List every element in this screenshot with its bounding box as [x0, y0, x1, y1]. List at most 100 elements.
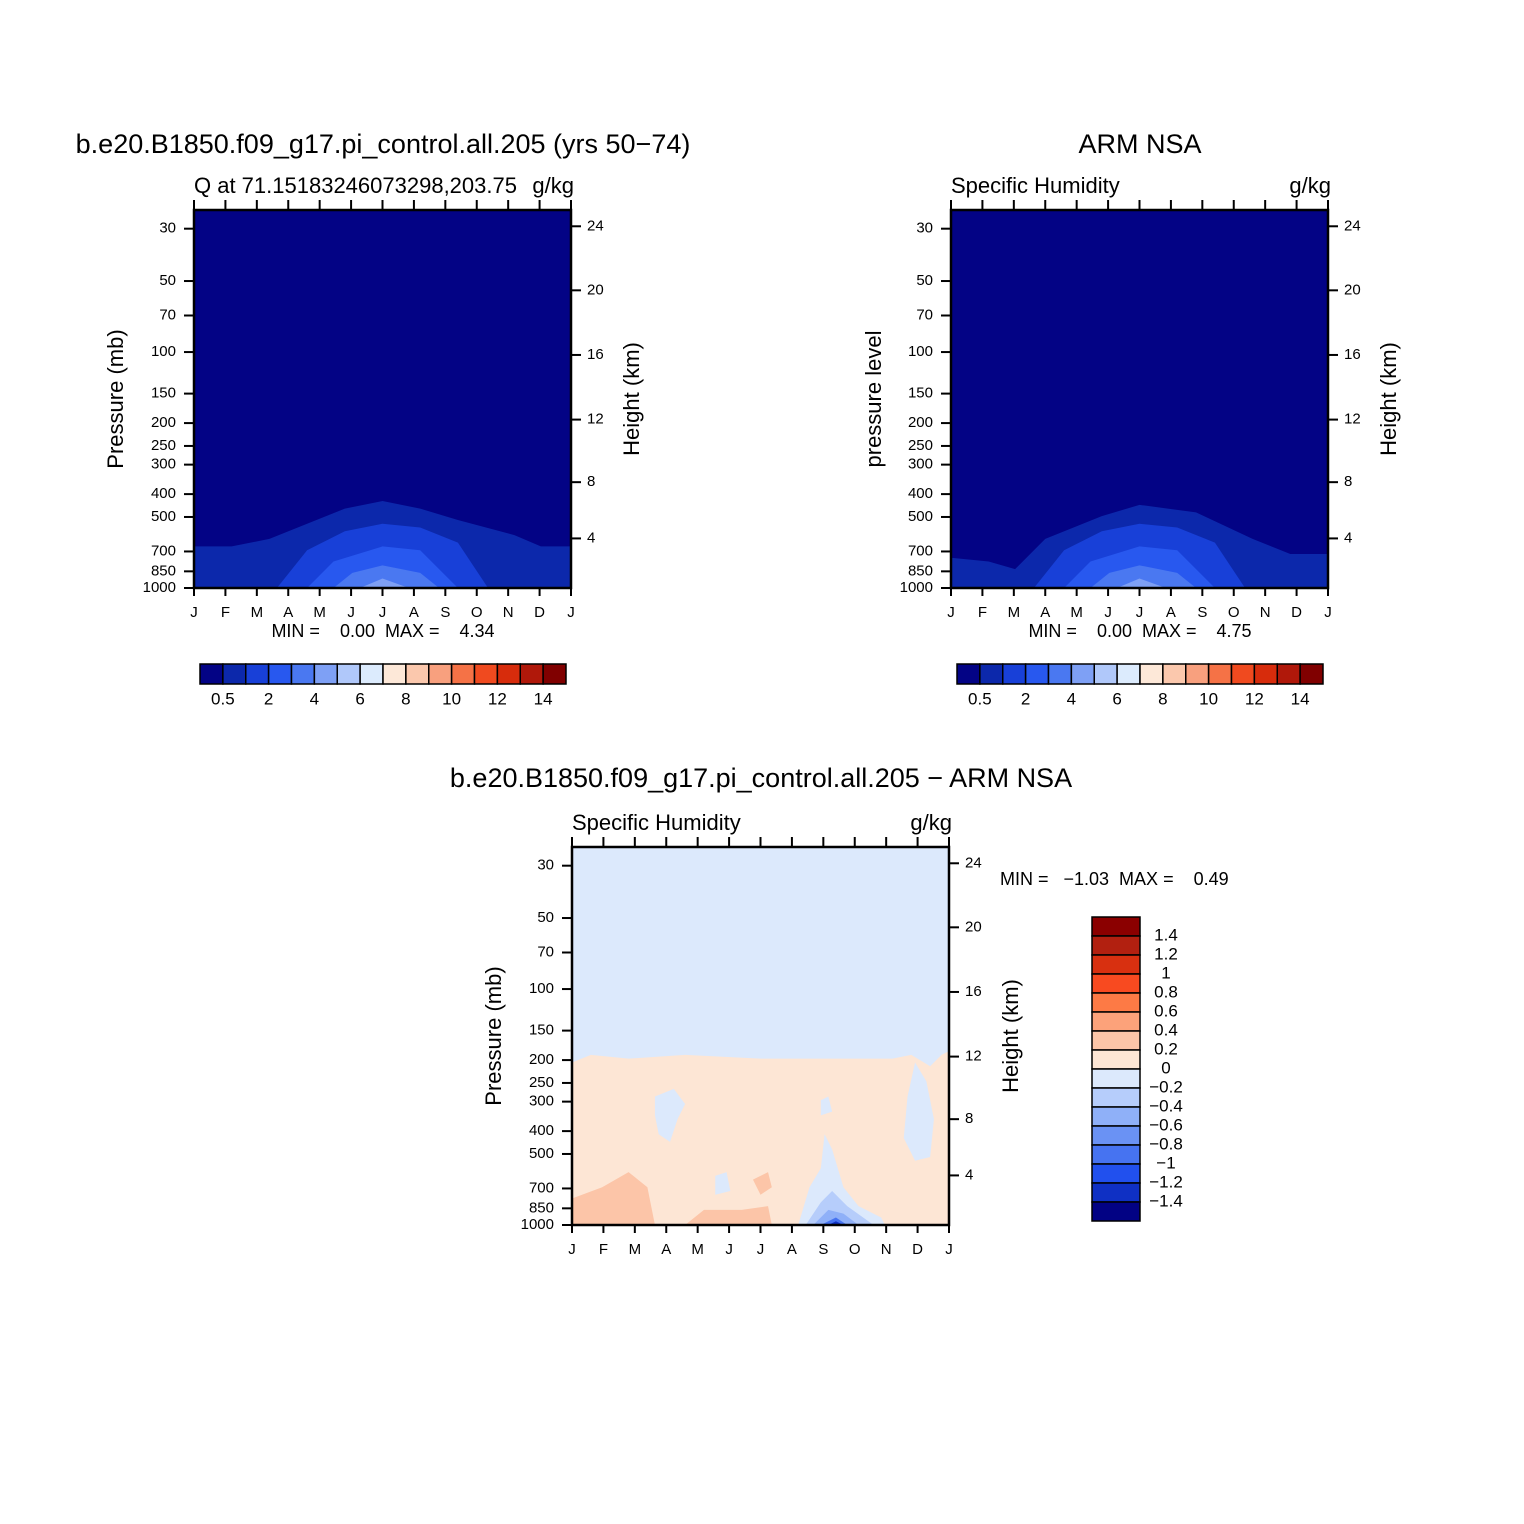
min-max: MIN = 0.00 MAX = 4.34 [271, 621, 494, 641]
x-tick-label: S [818, 1241, 828, 1258]
colorbar-box [979, 663, 1004, 685]
colorbar-label: −0.8 [1149, 1134, 1183, 1153]
x-tick-label: J [1104, 604, 1112, 621]
y-tick-label: 70 [916, 306, 933, 323]
x-tick-label: F [221, 604, 230, 621]
y2-tick-label: 24 [1344, 217, 1361, 234]
subtitle-left: Specific Humidity [572, 810, 741, 835]
y-tick-label: 200 [908, 414, 933, 431]
colorbar-label: −0.6 [1149, 1115, 1183, 1134]
y-tick-label: 500 [529, 1145, 554, 1162]
x-tick-label: M [313, 604, 326, 621]
x-tick-label: J [757, 1241, 765, 1258]
colorbar-box [1091, 1125, 1141, 1146]
colorbar-box [199, 663, 224, 685]
colorbar-label: −1 [1156, 1153, 1175, 1172]
y2-tick-label: 8 [1344, 473, 1352, 490]
colorbar-box [222, 663, 247, 685]
colorbar-label: 14 [1291, 689, 1310, 708]
x-tick-label: N [503, 604, 514, 621]
y-tick-label: 700 [908, 542, 933, 559]
x-tick-label: J [947, 604, 955, 621]
colorbar-box [1091, 1163, 1141, 1184]
y2-tick-label: 24 [965, 854, 982, 871]
subtitle-right: g/kg [910, 810, 952, 835]
colorbar-label: 0.8 [1154, 982, 1178, 1001]
x-tick-label: M [1070, 604, 1083, 621]
colorbar-box [1276, 663, 1301, 685]
x-tick-label: O [849, 1241, 861, 1258]
contour-fill [685, 1206, 772, 1225]
colorbar-label: 10 [442, 689, 461, 708]
x-tick-label: J [1136, 604, 1144, 621]
colorbar-box [1116, 663, 1141, 685]
subtitle-left: Specific Humidity [951, 173, 1120, 198]
y2-tick-label: 12 [965, 1048, 982, 1065]
y-axis-label: Pressure (mb) [481, 966, 506, 1105]
x-tick-label: F [978, 604, 987, 621]
y-tick-label: 700 [529, 1179, 554, 1196]
colorbar-label: 6 [1112, 689, 1121, 708]
colorbar-label: −1.4 [1149, 1191, 1183, 1210]
y2-axis-label: Height (km) [619, 342, 644, 456]
colorbar-box [1024, 663, 1050, 685]
colorbar-label: 0.5 [211, 689, 235, 708]
colorbar-label: 0.5 [968, 689, 992, 708]
colorbar-label: 4 [1067, 689, 1076, 708]
colorbar-box [542, 663, 567, 685]
colorbar-box [1091, 916, 1141, 937]
colorbar-box [290, 663, 316, 685]
colorbar-label: 0.4 [1154, 1020, 1178, 1039]
y-tick-label: 30 [916, 220, 933, 237]
y-axis-label: pressure level [861, 331, 886, 468]
y-axis-label: Pressure (mb) [103, 329, 128, 468]
colorbar-label: 6 [355, 689, 364, 708]
x-tick-label: M [1008, 604, 1021, 621]
colorbar-box [1093, 663, 1118, 685]
y2-tick-label: 20 [587, 281, 604, 298]
x-tick-label: S [1197, 604, 1207, 621]
y-tick-label: 1000 [521, 1216, 554, 1233]
colorbar-box [359, 663, 384, 685]
contour-fill [798, 1134, 885, 1225]
colorbar-box [1091, 935, 1141, 956]
colorbar-box [313, 663, 338, 685]
y2-tick-label: 8 [587, 473, 595, 490]
x-tick-label: J [1324, 604, 1332, 621]
colorbar-box [1091, 954, 1141, 975]
colorbar-box [1047, 663, 1073, 685]
y-tick-label: 850 [908, 562, 933, 579]
x-tick-label: J [567, 604, 575, 621]
y2-tick-label: 12 [587, 411, 604, 428]
x-tick-label: A [409, 604, 419, 621]
y-tick-label: 250 [151, 437, 176, 454]
colorbar-label: 1.4 [1154, 925, 1178, 944]
colorbar-label: 14 [534, 689, 553, 708]
x-tick-label: A [283, 604, 293, 621]
y2-tick-label: 8 [965, 1110, 973, 1127]
y-tick-label: 50 [159, 272, 176, 289]
colorbar-box [405, 663, 430, 685]
x-tick-label: J [945, 1241, 953, 1258]
y-tick-label: 400 [151, 485, 176, 502]
y-tick-label: 200 [529, 1051, 554, 1068]
x-tick-label: A [1166, 604, 1176, 621]
x-tick-label: A [787, 1241, 797, 1258]
contour-fill [1116, 578, 1166, 588]
y-tick-label: 70 [159, 306, 176, 323]
colorbar-box [1185, 663, 1210, 685]
y2-tick-label: 12 [1344, 411, 1361, 428]
colorbar-box [1091, 1182, 1141, 1203]
y-tick-label: 850 [529, 1199, 554, 1216]
colorbar-box [1162, 663, 1187, 685]
min-max: MIN = 0.00 MAX = 4.75 [1028, 621, 1251, 641]
y-tick-label: 30 [159, 220, 176, 237]
y-tick-label: 250 [529, 1074, 554, 1091]
y-tick-label: 100 [529, 980, 554, 997]
contour-fill [654, 1088, 686, 1142]
colorbar-box [1070, 663, 1095, 685]
x-tick-label: F [599, 1241, 608, 1258]
panel-title: ARM NSA [1078, 129, 1201, 159]
x-tick-label: M [251, 604, 264, 621]
